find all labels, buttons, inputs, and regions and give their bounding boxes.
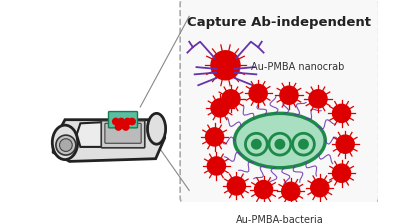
Circle shape xyxy=(251,139,262,150)
Ellipse shape xyxy=(148,113,166,144)
Circle shape xyxy=(122,124,129,130)
Circle shape xyxy=(118,118,124,125)
Circle shape xyxy=(227,177,246,195)
Circle shape xyxy=(222,90,240,108)
Ellipse shape xyxy=(234,113,325,168)
FancyBboxPatch shape xyxy=(108,112,138,128)
Circle shape xyxy=(298,139,309,150)
Circle shape xyxy=(115,124,122,130)
Text: Au-PMBA nanocrab: Au-PMBA nanocrab xyxy=(251,62,344,72)
Text: Au-PMBA-bacteria: Au-PMBA-bacteria xyxy=(236,215,324,223)
Circle shape xyxy=(60,139,72,151)
Circle shape xyxy=(332,104,351,122)
Circle shape xyxy=(311,179,329,197)
Circle shape xyxy=(274,139,285,150)
Circle shape xyxy=(282,182,300,200)
Polygon shape xyxy=(53,120,165,161)
Circle shape xyxy=(56,135,76,155)
Circle shape xyxy=(246,133,267,155)
Circle shape xyxy=(336,135,354,153)
Circle shape xyxy=(254,180,273,199)
Circle shape xyxy=(207,157,226,175)
Circle shape xyxy=(309,90,327,108)
FancyBboxPatch shape xyxy=(180,0,379,203)
Circle shape xyxy=(292,133,314,155)
Circle shape xyxy=(112,118,119,125)
Circle shape xyxy=(206,128,224,146)
Circle shape xyxy=(129,118,135,125)
Circle shape xyxy=(124,118,131,125)
Circle shape xyxy=(269,133,291,155)
Circle shape xyxy=(280,86,298,104)
Circle shape xyxy=(211,51,240,80)
Polygon shape xyxy=(77,121,137,147)
FancyBboxPatch shape xyxy=(101,121,145,148)
Circle shape xyxy=(249,84,267,103)
Circle shape xyxy=(211,99,229,117)
Ellipse shape xyxy=(52,125,78,160)
Circle shape xyxy=(332,164,351,182)
FancyBboxPatch shape xyxy=(105,123,141,143)
Text: Capture Ab-independent: Capture Ab-independent xyxy=(187,16,371,29)
